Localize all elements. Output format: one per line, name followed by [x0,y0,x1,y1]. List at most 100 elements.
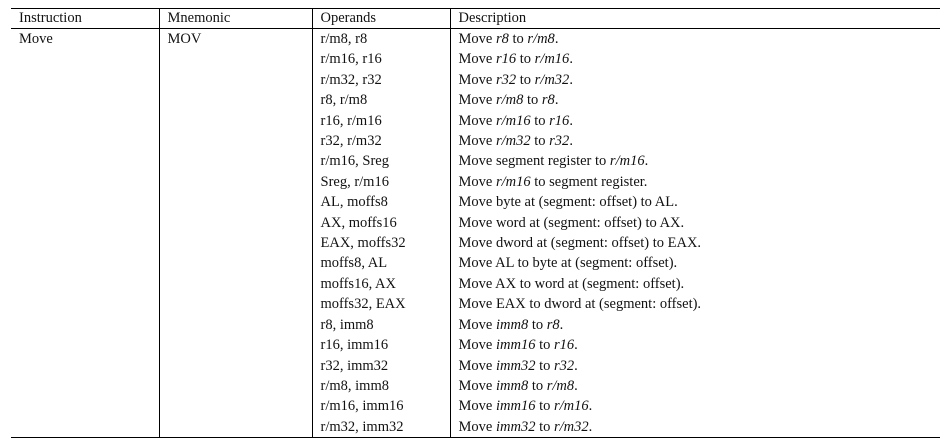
description-operand: imm16 [495,337,536,354]
description-text: Move byte at (segment: offset) to AL. [458,194,678,211]
operands-cell: AX, moffs16 [311,212,450,234]
table-row: r16, imm16 Move imm16 to r16. [11,335,940,356]
mnemonic-cell [158,90,312,111]
description-text: Move [458,377,496,394]
description-text: Move EAX to dword at (segment: offset). [458,296,702,313]
mnemonic-cell [158,396,312,417]
operands-cell: r32, r/m32 [311,131,450,152]
mnemonic-cell [158,49,312,70]
operands-cell: r/m32, r32 [311,69,450,91]
instruction-cell [11,213,159,233]
description-cell: Move segment register to r/m16. [449,151,940,172]
description-text: to [535,418,554,435]
description-text: . [569,71,573,88]
instruction-cell [11,131,159,151]
description-text: Move [458,337,496,354]
table-row: moffs8, AL Move AL to byte at (segment: o… [11,253,940,274]
description-operand: r16 [553,337,575,354]
operands-cell: r/m8, imm8 [311,375,450,397]
description-text: . [644,153,649,170]
description-text: Move [458,51,496,68]
description-operand: r/m8 [495,92,524,109]
description-text: Move [458,112,496,129]
description-operand: r8 [541,92,555,109]
description-text: to [530,133,550,150]
description-cell: Move r/m16 to segment register. [449,171,940,193]
instruction-cell [11,274,159,294]
description-text: Move AX to word at (segment: offset). [458,275,685,292]
description-text: . [574,377,578,394]
mnemonic-cell [158,335,312,356]
mov-instruction-table: Instruction Mnemonic Operands Descriptio… [11,8,940,439]
instruction-cell [11,49,159,69]
description-text: . [554,92,559,109]
description-text: . [588,398,593,415]
header-mnemonic: Mnemonic [158,8,312,29]
description-text: Move [458,31,496,47]
description-cell: Move r8 to r/m8. [449,28,940,50]
description-operand: r/m8 [546,377,575,394]
description-cell: Move r/m32 to r32. [449,131,940,152]
description-text: . [569,133,573,150]
description-text: to [535,398,554,415]
header-operands: Operands [311,8,450,29]
description-operand: r8 [495,31,509,47]
mnemonic-cell: MOV [158,28,312,50]
description-operand: imm32 [495,357,536,374]
description-text: Move [458,398,496,415]
description-text: to [516,71,535,88]
mnemonic-cell [158,294,312,315]
mnemonic-cell [158,212,312,234]
header-description: Description [449,8,940,29]
operands-cell: r/m16, imm16 [311,396,450,417]
description-text: . [569,51,573,68]
description-cell: Move AX to word at (segment: offset). [449,273,940,295]
description-operand: r/m32 [495,133,531,150]
instruction-cell [11,335,159,355]
description-text: Move word at (segment: offset) to AX. [458,214,685,231]
description-text: . [574,337,578,354]
description-text: Move [458,316,496,333]
description-text: . [588,418,593,435]
description-operand: r16 [495,51,517,68]
description-operand: r/m16 [609,153,645,170]
instruction-cell [11,70,159,90]
description-text: . [569,112,573,129]
description-text: Move [458,357,496,374]
description-text: to [535,357,554,374]
description-cell: Move imm32 to r/m32. [449,416,940,439]
mnemonic-cell [158,192,312,213]
mnemonic-cell [158,375,312,397]
operands-cell: r16, imm16 [311,335,450,356]
description-cell: Move imm8 to r8. [449,314,940,336]
description-text: to [528,316,547,333]
description-cell: Move imm32 to r32. [449,355,940,376]
description-operand: r16 [549,112,570,129]
description-operand: r/m16 [495,173,531,190]
instruction-cell [11,151,159,171]
description-text: . [574,357,578,374]
instruction-cell [11,172,159,192]
description-operand: r/m16 [495,112,531,129]
table-body: Move MOV r/m8, r8 Move r8 to r/m8. r/m16, r1… [11,28,940,439]
operands-cell: r/m8, r8 [311,28,450,50]
operands-cell: moffs16, AX [311,273,450,295]
description-text: Move [458,92,496,109]
instruction-cell [11,376,159,396]
table-row: r/m8, imm8 Move imm8 to r/m8. [11,375,940,397]
instruction-cell [11,192,159,212]
instruction-cell [11,396,159,416]
description-operand: imm8 [495,316,529,333]
instruction-cell [11,90,159,110]
description-text: Move dword at (segment: offset) to EAX. [458,235,702,252]
table-row: moffs32, EAX Move EAX to dword at (segmen… [11,294,940,315]
instruction-cell [11,253,159,273]
description-operand: r32 [549,133,570,150]
table-row: EAX, moffs32 Move dword at (segment: offs… [11,233,940,254]
table-row: r/m16, imm16 Move imm16 to r/m16. [11,396,940,417]
description-text: Move [458,133,496,150]
description-operand: r/m8 [527,31,555,47]
table-row: r/m16, Sreg Move segment register to r/m1… [11,151,940,172]
mnemonic-cell [158,69,312,91]
mnemonic-cell [158,253,312,274]
